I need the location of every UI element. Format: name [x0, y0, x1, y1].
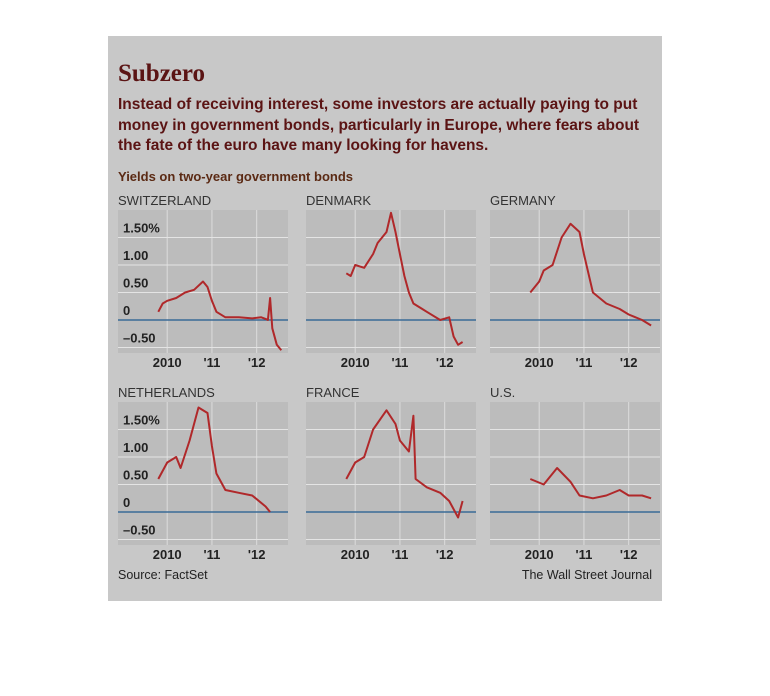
x-tick-label: 2010: [525, 355, 554, 370]
x-tick-label: '11: [204, 547, 221, 562]
y-tick-label: 1.00: [123, 440, 148, 455]
y-tick-label: 0.50: [123, 468, 148, 483]
series-line: [529, 222, 652, 327]
plot-area: [118, 402, 288, 545]
chart-title: NETHERLANDS: [118, 385, 215, 400]
credit: The Wall Street Journal: [521, 568, 652, 582]
y-tick-label: 0.50: [123, 276, 148, 291]
y-tick-label: 0: [123, 303, 130, 318]
x-tick-label: '12: [620, 547, 638, 562]
chart-title: DENMARK: [306, 193, 371, 208]
chart-title: SWITZERLAND: [118, 193, 211, 208]
x-tick-label: '11: [392, 355, 409, 370]
subtitle: Instead of receiving interest, some inve…: [118, 96, 640, 154]
x-tick-label: 2010: [153, 547, 182, 562]
y-tick-label: 0: [123, 495, 130, 510]
x-tick-label: '12: [248, 355, 266, 370]
x-tick-label: '11: [204, 355, 221, 370]
y-tick-label: 1.00: [123, 248, 148, 263]
x-tick-label: '12: [436, 547, 454, 562]
x-tick-label: 2010: [525, 547, 554, 562]
y-tick-label: 1.50%: [123, 413, 160, 428]
plot-area: [490, 402, 660, 545]
x-tick-label: 2010: [153, 355, 182, 370]
series-line: [157, 280, 283, 351]
series-line: [345, 409, 464, 519]
x-tick-label: '12: [620, 355, 638, 370]
plot-area: [490, 210, 660, 353]
title: Subzero: [118, 60, 206, 87]
x-tick-label: '12: [436, 355, 454, 370]
x-tick-label: '11: [576, 547, 593, 562]
chart-title: U.S.: [490, 385, 515, 400]
plot-area: [306, 210, 476, 353]
chart-title: GERMANY: [490, 193, 556, 208]
y-tick-label: 1.50%: [123, 221, 160, 236]
y-tick-label: –0.50: [123, 523, 156, 538]
y-label: Yields on two-year government bonds: [118, 169, 353, 184]
x-tick-label: 2010: [341, 547, 370, 562]
source: Source: FactSet: [118, 568, 208, 582]
series-line: [529, 467, 652, 500]
x-tick-label: '12: [248, 547, 266, 562]
x-tick-label: '11: [576, 355, 593, 370]
x-tick-label: '11: [392, 547, 409, 562]
plot-area: [306, 402, 476, 545]
series-line: [157, 406, 271, 513]
y-tick-label: –0.50: [123, 331, 156, 346]
chart-title: FRANCE: [306, 385, 360, 400]
series-line: [345, 211, 464, 346]
x-tick-label: 2010: [341, 355, 370, 370]
